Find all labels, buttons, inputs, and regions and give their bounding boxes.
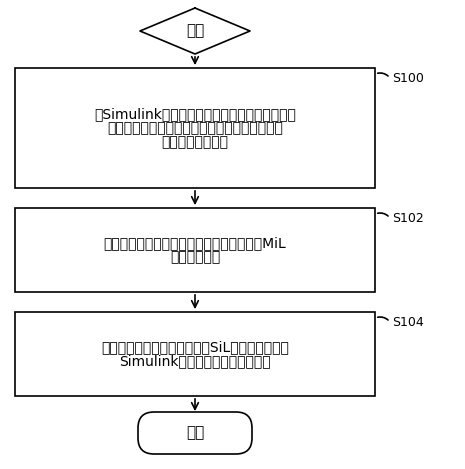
Text: 对所述电机控制模型进行模型在环仿真测试MiL: 对所述电机控制模型进行模型在环仿真测试MiL <box>104 236 286 250</box>
Text: 对所述代码进行软件在环仿真SiL，从而获得基于: 对所述代码进行软件在环仿真SiL，从而获得基于 <box>101 340 289 354</box>
FancyBboxPatch shape <box>138 412 252 454</box>
Text: S104: S104 <box>392 316 424 328</box>
Text: Simulink的控制算法软件程序代码: Simulink的控制算法软件程序代码 <box>119 354 271 368</box>
Bar <box>15 208 375 292</box>
Text: 真环境，对开发设计的用于电机控制模型的控制: 真环境，对开发设计的用于电机控制模型的控制 <box>107 121 283 135</box>
Bar <box>15 312 375 396</box>
Text: 开始: 开始 <box>186 23 204 38</box>
Text: 算法进行仿真分析: 算法进行仿真分析 <box>161 135 228 149</box>
Text: S100: S100 <box>392 71 424 84</box>
Text: 结束: 结束 <box>186 425 204 440</box>
Text: S102: S102 <box>392 212 424 225</box>
Text: 在Simulink下建立电动汾车的电机控制模块的仿: 在Simulink下建立电动汾车的电机控制模块的仿 <box>94 107 296 121</box>
Text: ，并生成代码: ，并生成代码 <box>170 250 220 264</box>
Bar <box>15 68 375 188</box>
Polygon shape <box>140 8 250 54</box>
